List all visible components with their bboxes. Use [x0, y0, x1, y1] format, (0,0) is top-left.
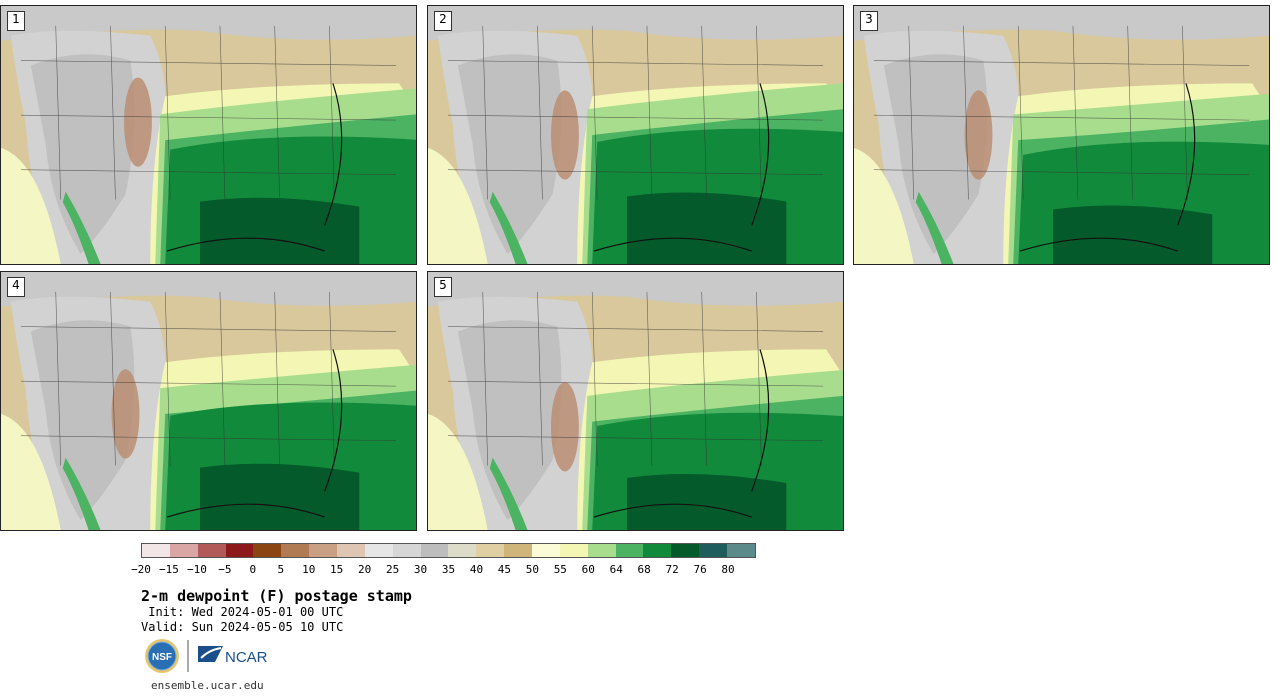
colorbar-tick-label: 64: [609, 563, 623, 576]
dewpoint-field: [854, 6, 1269, 264]
colorbar-tick-label: 60: [581, 563, 595, 576]
colorbar-tick-label: 72: [665, 563, 679, 576]
map-panel-1[interactable]: 1: [0, 5, 417, 265]
map-panel-3[interactable]: 3: [853, 5, 1270, 265]
colorbar-swatch: [197, 544, 226, 557]
colorbar-tick-label: 80: [721, 563, 735, 576]
colorbar-swatch: [420, 544, 449, 557]
colorbar-swatch: [587, 544, 616, 557]
colorbar-tick-label: 55: [553, 563, 567, 576]
colorbar-tick-label: 10: [302, 563, 316, 576]
dewpoint-field: [428, 6, 843, 264]
colorbar-tick-label: 76: [693, 563, 707, 576]
init-time: Init: Wed 2024-05-01 00 UTC: [141, 605, 344, 619]
valid-time: Valid: Sun 2024-05-05 10 UTC: [141, 620, 344, 634]
colorbar-tick-label: 25: [385, 563, 400, 576]
logos: NSF NCAR: [143, 638, 278, 676]
chart-title: 2-m dewpoint (F) postage stamp: [141, 587, 412, 605]
colorbar-swatch: [225, 544, 254, 557]
colorbar-swatch: [253, 544, 282, 557]
colorbar-swatch: [364, 544, 393, 557]
panel-number: 1: [7, 11, 25, 31]
panel-number: 5: [434, 277, 452, 297]
colorbar-ticks: −20 −15 −10 −5 0 5 10 15 20 25 30 35 40 45 50 55 60 64 68 7…: [131, 563, 756, 577]
colorbar-tick-label: 0: [249, 563, 257, 576]
colorbar-tick-label: 35: [441, 563, 456, 576]
colorbar-swatch: [559, 544, 588, 557]
map-panel-5[interactable]: 5: [427, 271, 844, 531]
colorbar-tick-label: 68: [637, 563, 651, 576]
nsf-logo: NSF: [145, 639, 179, 673]
colorbar-tick-label: 30: [413, 563, 428, 576]
map-panel-4[interactable]: 4: [0, 271, 417, 531]
svg-text:NCAR: NCAR: [225, 649, 268, 666]
colorbar-tick-label: −10: [186, 563, 207, 576]
colorbar-swatch: [643, 544, 672, 557]
colorbar-swatch: [337, 544, 365, 557]
dewpoint-field: [1, 6, 416, 264]
panel-number: 2: [434, 11, 452, 31]
colorbar-tick-label: 45: [497, 563, 512, 576]
colorbar-tick-label: 5: [277, 563, 285, 576]
colorbar-swatch: [309, 544, 338, 557]
ncar-logo: NCAR: [198, 646, 268, 666]
website-link[interactable]: ensemble.ucar.edu: [151, 679, 264, 692]
colorbar-swatch: [476, 544, 505, 557]
colorbar-tick-label: 40: [469, 563, 484, 576]
colorbar-swatch: [504, 544, 533, 557]
colorbar-tick-label: −15: [159, 563, 179, 576]
colorbar-swatch: [281, 544, 310, 557]
colorbar-swatch: [169, 544, 198, 557]
colorbar-swatch: [532, 544, 560, 557]
panel-number: 4: [7, 277, 25, 297]
colorbar-swatch: [699, 544, 728, 557]
colorbar-tick-label: 50: [525, 563, 539, 576]
colorbar-tick-label: −20: [131, 563, 151, 576]
panel-number: 3: [860, 11, 878, 31]
svg-text:NSF: NSF: [152, 652, 172, 663]
colorbar-tick-label: 20: [358, 563, 372, 576]
colorbar-swatch: [671, 544, 700, 557]
colorbar-swatch: [392, 544, 421, 557]
colorbar: [141, 543, 756, 558]
colorbar-swatch: [615, 544, 644, 557]
dewpoint-field: [428, 272, 843, 530]
colorbar-swatch: [142, 544, 170, 557]
colorbar-swatch: [448, 544, 477, 557]
dewpoint-field: [1, 272, 416, 530]
colorbar-swatch: [727, 544, 755, 557]
colorbar-tick-label: −5: [218, 563, 232, 576]
colorbar-tick-label: 15: [330, 563, 344, 576]
map-panel-2[interactable]: 2: [427, 5, 844, 265]
